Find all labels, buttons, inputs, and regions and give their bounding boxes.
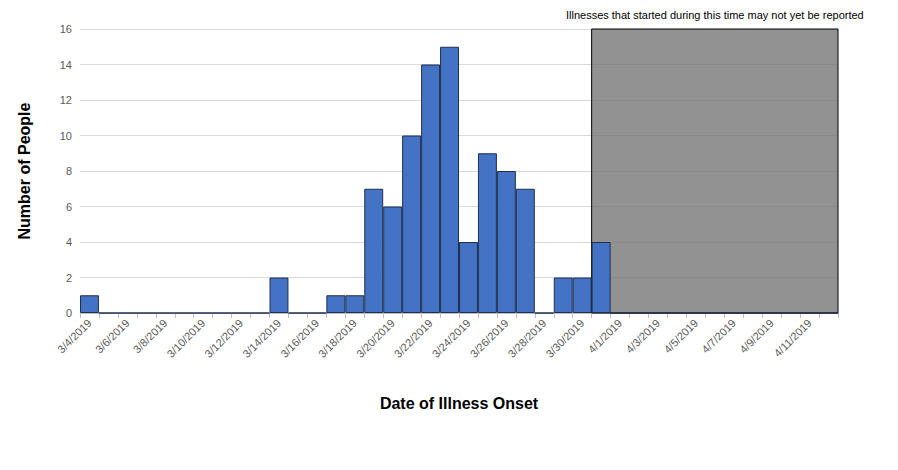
svg-text:8: 8 (66, 165, 72, 177)
svg-text:2: 2 (66, 272, 72, 284)
svg-text:3/10/2019: 3/10/2019 (164, 317, 207, 360)
svg-text:Illnesses that started during: Illnesses that started during this time … (566, 9, 864, 21)
svg-text:4/5/2019: 4/5/2019 (661, 317, 700, 356)
svg-text:3/24/2019: 3/24/2019 (430, 317, 473, 360)
svg-text:12: 12 (60, 94, 72, 106)
svg-text:3/8/2019: 3/8/2019 (131, 317, 170, 356)
svg-text:16: 16 (60, 23, 72, 35)
svg-text:3/30/2019: 3/30/2019 (543, 317, 586, 360)
svg-text:14: 14 (60, 59, 72, 71)
svg-text:3/12/2019: 3/12/2019 (202, 317, 245, 360)
svg-text:4: 4 (66, 236, 72, 248)
svg-text:0: 0 (66, 307, 72, 319)
svg-text:4/11/2019: 4/11/2019 (771, 317, 813, 359)
svg-text:3/4/2019: 3/4/2019 (55, 317, 94, 356)
svg-text:Date of Illness Onset: Date of Illness Onset (380, 395, 539, 412)
svg-text:3/26/2019: 3/26/2019 (468, 317, 511, 360)
svg-text:4/3/2019: 4/3/2019 (623, 317, 662, 356)
svg-text:3/18/2019: 3/18/2019 (316, 317, 359, 360)
svg-text:10: 10 (60, 130, 72, 142)
svg-text:Number of People: Number of People (16, 102, 33, 239)
svg-text:3/16/2019: 3/16/2019 (278, 317, 321, 360)
svg-text:3/6/2019: 3/6/2019 (93, 317, 132, 356)
svg-text:4/9/2019: 4/9/2019 (737, 317, 776, 356)
svg-text:3/22/2019: 3/22/2019 (392, 317, 435, 360)
svg-text:3/28/2019: 3/28/2019 (505, 317, 548, 360)
svg-text:4/1/2019: 4/1/2019 (586, 317, 625, 356)
svg-text:3/14/2019: 3/14/2019 (240, 317, 283, 360)
svg-text:4/7/2019: 4/7/2019 (699, 317, 738, 356)
svg-text:6: 6 (66, 201, 72, 213)
svg-text:3/20/2019: 3/20/2019 (354, 317, 397, 360)
